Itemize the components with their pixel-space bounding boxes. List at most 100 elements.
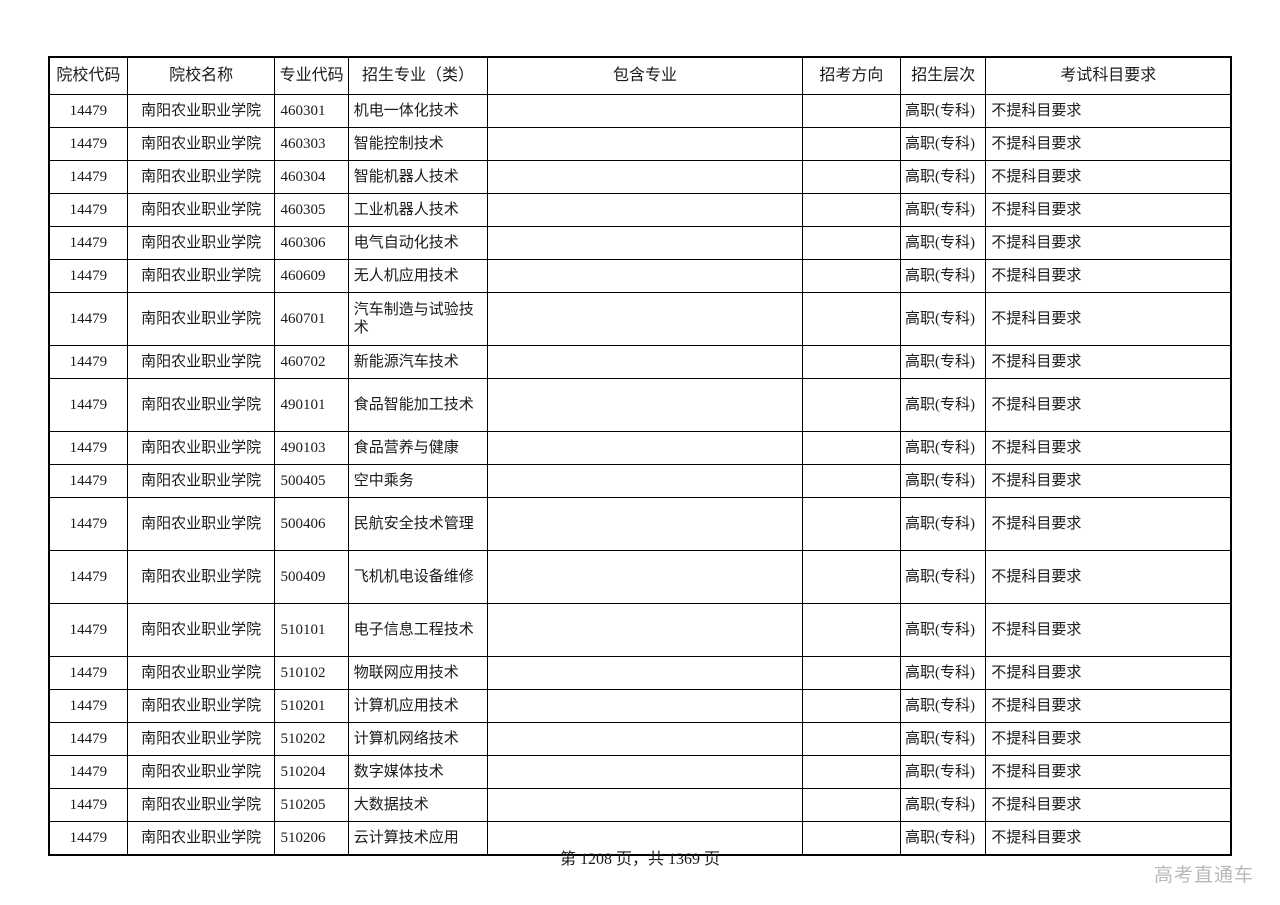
cell-school-code: 14479 xyxy=(48,94,128,128)
cell-text-exam: 不提科目要求 xyxy=(991,234,1082,251)
cell-text-school-name: 南阳农业职业学院 xyxy=(141,267,262,284)
cell-text-included xyxy=(488,521,801,527)
cell-text-level: 高职(专科) xyxy=(905,439,976,456)
cell-exam: 不提科目要求 xyxy=(985,378,1232,432)
cell-level: 高职(专科) xyxy=(900,259,987,293)
cell-included xyxy=(487,550,803,604)
table-row: 14479 南阳农业职业学院 460305 工业机器人技术 高职(专科) 不提科目要求 xyxy=(48,193,1232,227)
cell-major-code: 500409 xyxy=(274,550,349,604)
cell-exam: 不提科目要求 xyxy=(985,656,1232,690)
cell-text-school-name: 南阳农业职业学院 xyxy=(141,168,262,185)
column-header-major-name: 招生专业（类） xyxy=(347,56,489,95)
cell-text-school-name: 南阳农业职业学院 xyxy=(141,796,262,813)
cell-text-major-code: 490101 xyxy=(280,396,326,413)
cell-direction xyxy=(801,226,902,260)
cell-school-name: 南阳农业职业学院 xyxy=(126,821,276,856)
cell-included xyxy=(487,464,803,498)
cell-text-included xyxy=(488,141,801,147)
cell-text-school-code: 14479 xyxy=(69,135,108,152)
cell-text-included xyxy=(488,207,801,213)
cell-text-school-code: 14479 xyxy=(69,763,108,780)
cell-text-major-name: 汽车制造与试验技术 xyxy=(353,301,474,336)
table-row: 14479 南阳农业职业学院 490101 食品智能加工技术 高职(专科) 不提科目要求 xyxy=(48,378,1232,432)
cell-exam: 不提科目要求 xyxy=(985,722,1232,756)
cell-exam: 不提科目要求 xyxy=(985,94,1232,128)
cell-text-school-code: 14479 xyxy=(69,439,108,456)
cell-direction xyxy=(801,755,902,789)
table-header-row: 院校代码 院校名称 专业代码 招生专业（类） 包含专业 招考方向 招生层次 考试… xyxy=(48,56,1232,95)
cell-text-included xyxy=(488,316,801,322)
cell-exam: 不提科目要求 xyxy=(985,292,1232,346)
cell-major-name: 新能源汽车技术 xyxy=(347,345,489,379)
cell-text-school-name: 南阳农业职业学院 xyxy=(141,353,262,370)
cell-text-major-name: 电气自动化技术 xyxy=(353,234,459,251)
table-row: 14479 南阳农业职业学院 500409 飞机机电设备维修 高职(专科) 不提科目要求 xyxy=(48,550,1232,604)
cell-text-school-name: 南阳农业职业学院 xyxy=(141,234,262,251)
cell-major-name: 电气自动化技术 xyxy=(347,226,489,260)
cell-text-school-name: 南阳农业职业学院 xyxy=(141,697,262,714)
cell-major-code: 500406 xyxy=(274,497,349,551)
table-row: 14479 南阳农业职业学院 510102 物联网应用技术 高职(专科) 不提科目要求 xyxy=(48,656,1232,690)
cell-level: 高职(专科) xyxy=(900,94,987,128)
cell-included xyxy=(487,431,803,465)
cell-school-name: 南阳农业职业学院 xyxy=(126,722,276,756)
cell-exam: 不提科目要求 xyxy=(985,788,1232,822)
cell-text-exam: 不提科目要求 xyxy=(991,697,1082,714)
cell-exam: 不提科目要求 xyxy=(985,259,1232,293)
cell-school-name: 南阳农业职业学院 xyxy=(126,160,276,194)
cell-text-major-code: 510201 xyxy=(280,697,326,714)
cell-text-exam: 不提科目要求 xyxy=(991,763,1082,780)
column-header-included-majors: 包含专业 xyxy=(487,56,803,95)
cell-text-school-name: 南阳农业职业学院 xyxy=(141,135,262,152)
cell-school-code: 14479 xyxy=(48,788,128,822)
cell-direction xyxy=(801,722,902,756)
cell-included xyxy=(487,292,803,346)
cell-school-name: 南阳农业职业学院 xyxy=(126,127,276,161)
cell-text-included xyxy=(488,769,801,775)
cell-text-level: 高职(专科) xyxy=(905,515,976,532)
cell-major-name: 大数据技术 xyxy=(347,788,489,822)
table-row: 14479 南阳农业职业学院 500406 民航安全技术管理 高职(专科) 不提科目要求 xyxy=(48,497,1232,551)
cell-direction xyxy=(801,550,902,604)
cell-text-major-code: 500406 xyxy=(280,515,326,532)
cell-text-major-code: 510202 xyxy=(280,730,326,747)
cell-text-major-name: 民航安全技术管理 xyxy=(353,515,474,532)
cell-text-major-name: 大数据技术 xyxy=(353,796,429,813)
cell-school-name: 南阳农业职业学院 xyxy=(126,431,276,465)
cell-text-included xyxy=(488,478,801,484)
cell-included xyxy=(487,193,803,227)
cell-school-name: 南阳农业职业学院 xyxy=(126,345,276,379)
cell-included xyxy=(487,345,803,379)
cell-text-included xyxy=(488,174,801,180)
table-row: 14479 南阳农业职业学院 510101 电子信息工程技术 高职(专科) 不提科目要求 xyxy=(48,603,1232,657)
cell-level: 高职(专科) xyxy=(900,755,987,789)
cell-included xyxy=(487,226,803,260)
cell-school-code: 14479 xyxy=(48,431,128,465)
cell-text-school-name: 南阳农业职业学院 xyxy=(141,472,262,489)
cell-major-code: 510102 xyxy=(274,656,349,690)
cell-text-level: 高职(专科) xyxy=(905,621,976,638)
cell-text-major-code: 500409 xyxy=(280,568,326,585)
cell-text-included xyxy=(488,627,801,633)
cell-text-direction xyxy=(803,174,900,180)
cell-major-code: 460306 xyxy=(274,226,349,260)
cell-text-included xyxy=(488,402,801,408)
cell-school-name: 南阳农业职业学院 xyxy=(126,226,276,260)
cell-text-level: 高职(专科) xyxy=(905,310,976,327)
table-row: 14479 南阳农业职业学院 500405 空中乘务 高职(专科) 不提科目要求 xyxy=(48,464,1232,498)
cell-major-name: 食品智能加工技术 xyxy=(347,378,489,432)
cell-included xyxy=(487,94,803,128)
cell-text-exam: 不提科目要求 xyxy=(991,829,1082,846)
cell-text-major-code: 490103 xyxy=(280,439,326,456)
cell-level: 高职(专科) xyxy=(900,689,987,723)
cell-exam: 不提科目要求 xyxy=(985,431,1232,465)
cell-major-code: 460303 xyxy=(274,127,349,161)
cell-text-school-name: 南阳农业职业学院 xyxy=(141,664,262,681)
cell-text-level: 高职(专科) xyxy=(905,168,976,185)
cell-direction xyxy=(801,464,902,498)
cell-major-name: 无人机应用技术 xyxy=(347,259,489,293)
cell-text-major-name: 数字媒体技术 xyxy=(353,763,444,780)
column-header-school-code: 院校代码 xyxy=(48,56,128,95)
cell-school-code: 14479 xyxy=(48,689,128,723)
cell-text-level: 高职(专科) xyxy=(905,664,976,681)
